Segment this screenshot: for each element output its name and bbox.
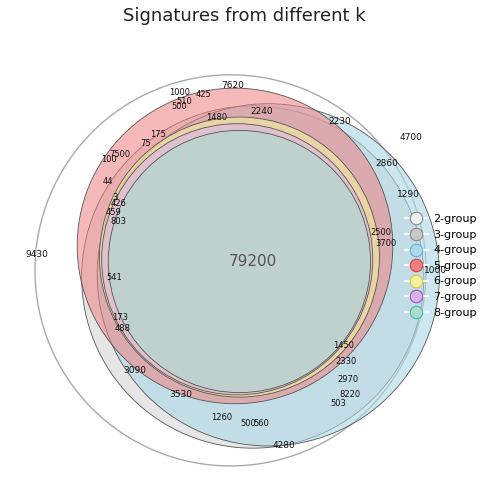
Text: 175: 175 [150, 131, 166, 139]
Text: 560: 560 [254, 419, 270, 428]
Text: 79200: 79200 [229, 254, 277, 269]
Text: 3530: 3530 [170, 390, 193, 399]
Text: 75: 75 [140, 139, 151, 148]
Text: 2230: 2230 [328, 117, 351, 126]
Text: 9430: 9430 [25, 250, 48, 260]
Text: 803: 803 [110, 217, 126, 226]
Circle shape [35, 75, 426, 466]
Text: 503: 503 [331, 399, 346, 408]
Text: 1260: 1260 [211, 413, 232, 422]
Text: 510: 510 [176, 97, 192, 106]
Text: 8220: 8220 [339, 390, 360, 399]
Text: 3090: 3090 [123, 366, 146, 375]
Text: 7620: 7620 [221, 81, 244, 90]
Text: 1000: 1000 [169, 88, 190, 97]
Text: 4700: 4700 [400, 133, 422, 142]
Text: 541: 541 [106, 273, 121, 282]
Text: 7500: 7500 [109, 150, 131, 159]
Circle shape [82, 106, 424, 448]
Text: 2500: 2500 [370, 228, 392, 237]
Circle shape [97, 104, 439, 446]
Circle shape [77, 88, 393, 404]
Text: 3: 3 [112, 193, 117, 202]
Text: 500: 500 [171, 102, 187, 111]
Text: 100: 100 [101, 155, 117, 164]
Text: 44: 44 [102, 177, 113, 186]
Circle shape [108, 131, 370, 393]
Text: 3700: 3700 [375, 239, 396, 248]
Text: 1000: 1000 [424, 266, 447, 275]
Text: 2970: 2970 [337, 375, 358, 384]
Text: 426: 426 [110, 199, 126, 208]
Text: 1450: 1450 [333, 341, 354, 350]
Circle shape [102, 123, 373, 395]
Title: Signatures from different k: Signatures from different k [122, 7, 365, 25]
Text: 2330: 2330 [335, 357, 356, 366]
Text: 173: 173 [112, 312, 129, 322]
Text: 1480: 1480 [206, 112, 227, 121]
Text: 2860: 2860 [375, 159, 398, 168]
Text: 1290: 1290 [397, 191, 420, 200]
Text: 2240: 2240 [250, 107, 273, 116]
Legend: 2-group, 3-group, 4-group, 5-group, 6-group, 7-group, 8-group: 2-group, 3-group, 4-group, 5-group, 6-gr… [402, 211, 480, 321]
Text: 459: 459 [106, 208, 121, 217]
Circle shape [99, 117, 380, 397]
Text: 4280: 4280 [273, 442, 295, 451]
Text: 500: 500 [240, 419, 256, 428]
Text: 425: 425 [196, 90, 212, 99]
Text: 488: 488 [114, 324, 131, 333]
